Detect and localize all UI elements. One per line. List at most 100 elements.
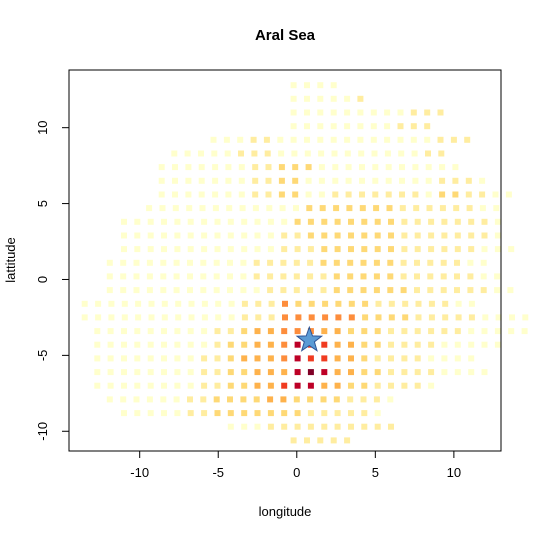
heat-cell [252, 164, 259, 171]
heat-cell [344, 95, 351, 102]
heat-cell [410, 123, 417, 130]
heat-cell [322, 314, 329, 321]
heat-cell [94, 369, 101, 376]
heat-cell [241, 341, 248, 348]
heat-cell [281, 218, 288, 225]
heat-cell [308, 314, 315, 321]
heat-cell [227, 232, 234, 239]
heat-cell [321, 218, 328, 225]
heat-cell [347, 287, 354, 294]
heat-cell [348, 355, 354, 362]
heat-cell [225, 191, 232, 198]
heat-cell [307, 382, 314, 389]
heat-cell [148, 300, 155, 307]
heat-cell [362, 300, 369, 307]
heat-cell [333, 259, 340, 266]
heat-cell [215, 314, 222, 321]
heat-cell [187, 369, 194, 376]
heat-cell [107, 341, 114, 348]
heat-cell [188, 300, 195, 307]
heat-cell [317, 437, 324, 444]
heat-cell [212, 177, 219, 184]
heat-cell [374, 382, 381, 389]
heat-cell [290, 123, 297, 130]
heat-cell [468, 314, 475, 321]
heat-cell [361, 246, 368, 253]
heat-cell [374, 232, 381, 239]
heat-cell [401, 382, 408, 389]
heat-cell [280, 287, 287, 294]
heat-cell [174, 232, 181, 239]
heat-cell [427, 259, 434, 266]
heat-cell [241, 232, 248, 239]
heat-cell [359, 177, 365, 184]
heat-cell [253, 273, 260, 280]
heat-cell [121, 246, 127, 253]
heat-cell [438, 150, 445, 157]
heat-cell [413, 205, 420, 212]
heat-cell [307, 355, 314, 362]
heat-cell [172, 164, 178, 171]
heat-cell [440, 273, 447, 280]
heat-cell [479, 191, 486, 198]
heat-cell [94, 382, 101, 389]
heat-cell [267, 246, 274, 253]
heat-cell [508, 328, 515, 335]
heat-cell [305, 191, 312, 198]
heat-cell [414, 382, 421, 389]
heat-cell [494, 218, 501, 225]
heat-cell [387, 259, 394, 266]
heat-cell [174, 341, 181, 348]
heat-cell [361, 410, 368, 417]
heat-cell [158, 191, 165, 198]
heat-cell [214, 341, 221, 348]
heat-cell [427, 287, 434, 294]
heat-cell [175, 300, 182, 307]
heat-cell [375, 314, 382, 321]
y-axis-label: lattitude [3, 237, 18, 283]
heat-cell [267, 259, 274, 266]
heat-cell [201, 382, 208, 389]
heat-cell [255, 314, 262, 321]
x-tick-label: 10 [447, 465, 461, 480]
heat-cell [454, 259, 460, 266]
heat-cell [254, 218, 261, 225]
heat-cell [267, 232, 274, 239]
heat-cell [187, 328, 194, 335]
heat-cell [241, 218, 248, 225]
heat-cell [107, 369, 114, 376]
heat-cell [225, 177, 232, 184]
heat-cell [198, 177, 205, 184]
heat-cell [401, 218, 408, 225]
heat-cell [281, 341, 288, 348]
heat-cell [415, 314, 422, 321]
heat-cell [290, 82, 297, 89]
heat-cell [134, 410, 141, 417]
heat-cell [187, 382, 194, 389]
heat-cell [201, 355, 208, 362]
heat-cell [278, 150, 285, 157]
heat-cell [161, 355, 167, 362]
heat-cell [120, 287, 127, 294]
heat-cell [294, 410, 301, 417]
heat-cell [334, 410, 341, 417]
heat-cell [107, 328, 114, 335]
heat-cell [227, 410, 234, 417]
heat-cell [174, 410, 181, 417]
heat-cell [401, 232, 408, 239]
heat-cell [372, 164, 379, 171]
heat-cell [210, 136, 217, 143]
heat-cell [133, 396, 140, 403]
heat-cell [108, 300, 115, 307]
heat-cell [333, 396, 340, 403]
heat-cell [147, 232, 154, 239]
heat-cell [321, 328, 328, 335]
heat-cell [357, 109, 364, 116]
heat-cell [441, 232, 448, 239]
heat-cell [346, 205, 353, 212]
heat-cell [414, 273, 420, 280]
heat-cell [250, 136, 257, 143]
heat-cell [160, 396, 167, 403]
heat-cell [265, 164, 272, 171]
heat-cell [411, 150, 418, 157]
